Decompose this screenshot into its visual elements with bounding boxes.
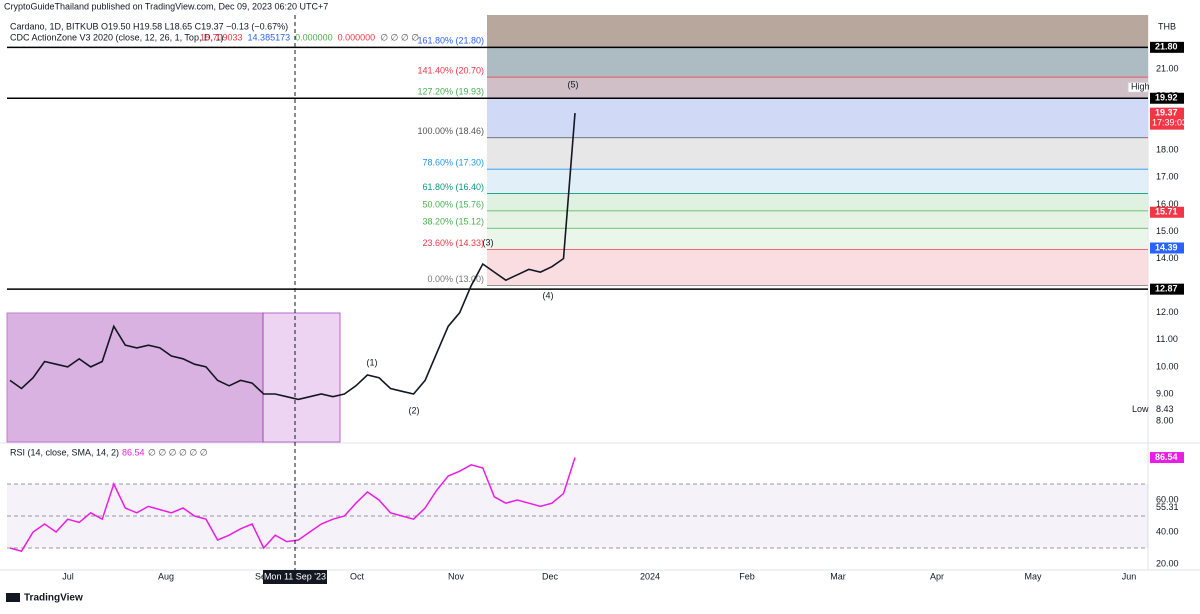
fib-band: [487, 137, 1148, 170]
price-axis-label: 9.00: [1156, 388, 1174, 398]
price-tag-label: 19.92: [1155, 93, 1178, 103]
fib-band: [487, 77, 1148, 98]
time-axis-label: Apr: [930, 571, 944, 581]
fib-label: 78.60% (17.30): [422, 158, 484, 168]
price-tag: [1150, 206, 1184, 218]
indicator-value: 0.000000: [338, 32, 376, 42]
fib-label: 100.00% (18.46): [417, 126, 484, 136]
time-axis-label: Nov: [448, 571, 465, 581]
fib-band: [487, 249, 1148, 286]
rsi-legend: RSI (14, close, SMA, 14, 2): [10, 447, 119, 457]
time-axis-label: Jun: [1122, 571, 1137, 581]
rsi-legend-value: 86.54: [122, 447, 145, 457]
fib-band: [487, 228, 1148, 250]
zone-box: [262, 312, 341, 443]
low-value: 8.43: [1156, 404, 1174, 414]
symbol-line: Cardano, 1D, BITKUB O19.50 H19.58 L18.65…: [10, 21, 288, 31]
price-axis-label: 11.00: [1156, 334, 1178, 344]
fib-label: 161.80% (21.80): [417, 36, 484, 46]
price-axis-label: 12.00: [1156, 307, 1179, 317]
rsi-line: [9, 457, 576, 553]
fib-label: 141.40% (20.70): [417, 65, 484, 75]
price-tag-label: 21.80: [1155, 42, 1178, 52]
price-tag: [1150, 242, 1184, 254]
price-line: [9, 113, 576, 401]
price-axis-label: 8.00: [1156, 415, 1174, 425]
rsi-axis-label: 40.00: [1156, 526, 1179, 536]
rsi-tag-label: 86.54: [1155, 452, 1178, 462]
price-axis-label: 17.00: [1156, 172, 1179, 182]
price-tag: [1150, 41, 1184, 53]
price-tag: [1150, 92, 1184, 104]
price-tag-label: 19.37: [1155, 108, 1178, 118]
rsi-tag: [1150, 452, 1184, 464]
low-label: Low: [1132, 404, 1149, 414]
fib-label: 61.80% (16.40): [422, 182, 484, 192]
published: CryptoGuideThailand published on Trading…: [4, 1, 328, 11]
wave-label: (4): [543, 290, 554, 300]
price-tag: [1150, 107, 1184, 130]
price-axis-label: 14.00: [1156, 253, 1179, 263]
fib-label: 127.20% (19.93): [417, 86, 484, 96]
cursor-label: Mon 11 Sep '23: [264, 571, 326, 581]
zone-box: [6, 312, 264, 443]
rsi-axis-label: 60.00: [1156, 494, 1179, 504]
price-tag-sub: 17:39:03: [1152, 118, 1187, 128]
fib-band: [487, 47, 1148, 78]
fib-label: 23.60% (14.33): [422, 238, 484, 248]
price-tag: [1150, 283, 1184, 295]
indicator-value: 15.709033: [200, 32, 243, 42]
rsi-legend-rest: ∅ ∅ ∅ ∅ ∅ ∅: [148, 447, 208, 457]
fib-label: 50.00% (15.76): [422, 199, 484, 209]
time-axis-label: Jul: [62, 571, 74, 581]
fib-label: 38.20% (15.12): [422, 217, 484, 227]
time-axis-label: Oct: [350, 571, 365, 581]
wave-label: (2): [409, 405, 420, 415]
price-axis-label: 10.00: [1156, 361, 1179, 371]
indicator-value: 14.385173: [248, 32, 291, 42]
price-axis-label: 15.00: [1156, 226, 1179, 236]
fib-label: 0.00% (13.00): [427, 274, 484, 284]
fib-band: [487, 193, 1148, 211]
time-axis-label: Feb: [739, 571, 755, 581]
fib-band: [487, 169, 1148, 194]
fib-band: [487, 97, 1148, 138]
cursor-tag: [263, 570, 327, 584]
time-axis-label: May: [1024, 571, 1042, 581]
time-axis-label: Dec: [542, 571, 559, 581]
time-axis-label: Aug: [158, 571, 174, 581]
time-axis-label: Mar: [830, 571, 846, 581]
time-axis-label: 2024: [640, 571, 660, 581]
price-axis-label: 21.00: [1156, 63, 1179, 73]
wave-label: (3): [483, 237, 494, 247]
price-tag-label: 15.71: [1155, 207, 1178, 217]
rsi-axis-label: 55.31: [1156, 502, 1179, 512]
wave-label: (1): [367, 357, 378, 367]
footer-logo: TradingView: [24, 593, 83, 604]
currency: THB: [1158, 21, 1176, 31]
indicator: CDC ActionZone V3 2020 (close, 12, 26, 1…: [10, 32, 223, 42]
indicator-value: ∅ ∅ ∅ ∅: [380, 32, 419, 42]
fib-band: [487, 210, 1148, 229]
price-axis-label: 16.00: [1156, 199, 1179, 209]
high-box: [1127, 81, 1149, 93]
price-axis-label: 18.00: [1156, 145, 1179, 155]
high-label: High: [1131, 82, 1150, 92]
fib-band-top: [487, 15, 1148, 48]
price-tag-label: 12.87: [1155, 284, 1178, 294]
rsi-axis-label: 20.00: [1156, 558, 1179, 568]
wave-label: (5): [568, 79, 579, 89]
indicator-value: 0.000000: [295, 32, 333, 42]
price-tag-label: 14.39: [1155, 242, 1178, 252]
logo-icon: [6, 593, 20, 602]
